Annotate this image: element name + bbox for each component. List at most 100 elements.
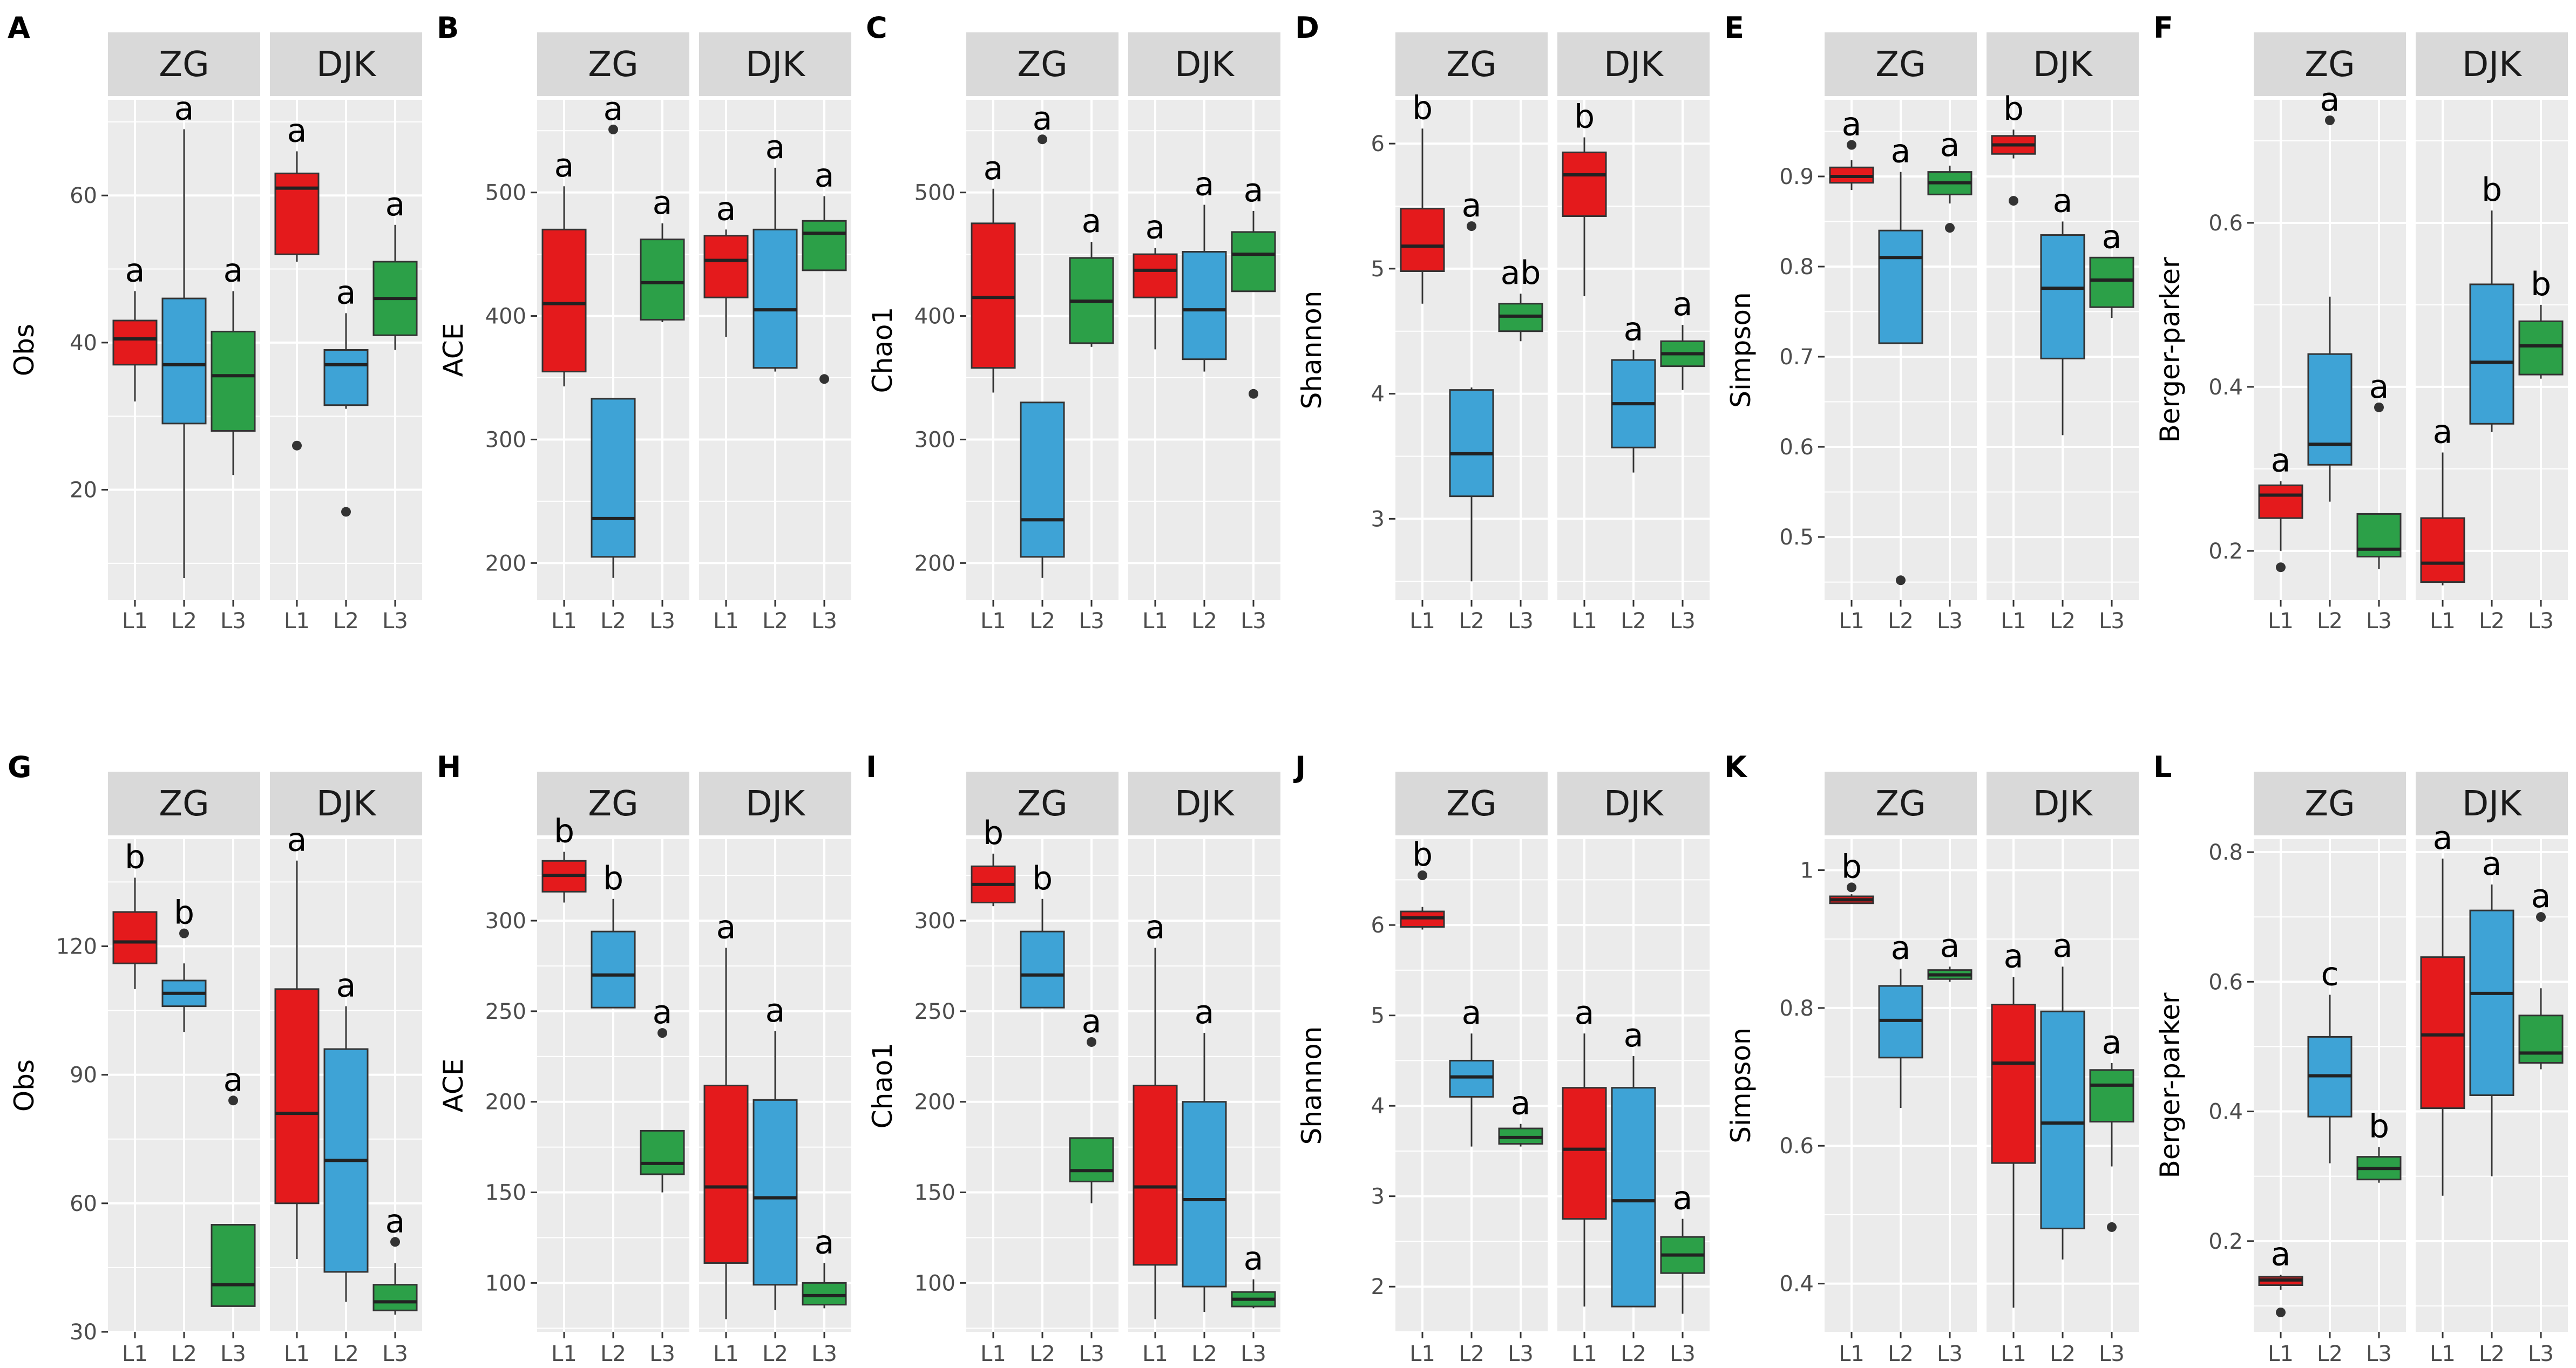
significance-letter: a	[1891, 133, 1911, 171]
box-iqr	[753, 1099, 798, 1286]
box-iqr	[274, 172, 320, 255]
facet-strip	[270, 32, 422, 96]
x-tick-label: L1	[980, 1342, 1006, 1366]
y-tick-label: 40	[70, 331, 97, 356]
x-tick-label: L2	[600, 1342, 626, 1366]
box-iqr	[541, 228, 587, 373]
y-tick-label: 150	[485, 1181, 526, 1206]
significance-letter: a	[2053, 927, 2073, 965]
box-l3: a L3	[802, 157, 847, 634]
panel-J: J Shannon 2 3 4 5 6 ZG b L1 a L2 a L3 DJK a L1 a L2 a L3	[1293, 750, 1710, 1366]
y-tick-label: 0.8	[1779, 255, 1814, 280]
facet-strip	[1395, 32, 1548, 96]
facet-strip	[270, 772, 422, 835]
y-tick-label: 0.8	[2208, 840, 2243, 865]
box-iqr	[640, 239, 685, 321]
facet-strip	[537, 772, 689, 835]
significance-letter: a	[2053, 182, 2073, 220]
x-tick-label: L3	[2366, 609, 2392, 634]
outlier-point	[341, 507, 351, 517]
panel-B: B ACE 200 300 400 500 ZG a L1 a L2 a L3 DJK a L1 a L2 a L3	[437, 11, 851, 634]
significance-letter: a	[2433, 413, 2453, 451]
box-iqr	[2089, 256, 2134, 308]
box-l3: b L3	[2518, 266, 2564, 634]
box-iqr	[971, 222, 1016, 369]
outlier-point	[819, 374, 829, 384]
y-tick-label: 400	[914, 304, 955, 329]
x-tick-label: L2	[1888, 609, 1914, 634]
x-tick-label: L3	[382, 609, 408, 634]
facet-strip	[1987, 772, 2139, 835]
box-l2: a L2	[1611, 1017, 1656, 1366]
box-iqr	[323, 349, 369, 406]
box-l3: a L3	[1069, 1003, 1114, 1366]
box-l2: b L2	[591, 860, 636, 1366]
x-tick-label: L3	[1079, 1342, 1104, 1366]
y-tick-label: 60	[70, 183, 97, 208]
facet-strip	[2416, 32, 2568, 96]
significance-letter: a	[1145, 209, 1165, 247]
box-l3: a L3	[2518, 877, 2564, 1366]
outlier-point	[1418, 870, 1427, 881]
significance-letter: a	[1673, 1180, 1693, 1217]
facet-strip-label: DJK	[2033, 45, 2093, 85]
box-l2: a L2	[753, 128, 798, 634]
y-tick-label: 60	[70, 1192, 97, 1216]
significance-letter: a	[2004, 937, 2024, 975]
outlier-point	[1467, 221, 1476, 232]
significance-letter: a	[1462, 994, 1482, 1032]
box-iqr	[1562, 151, 1607, 217]
x-tick-label: L1	[1839, 609, 1865, 634]
box-l1: a L1	[2258, 1235, 2303, 1366]
significance-letter: b	[983, 814, 1004, 852]
outlier-point	[1847, 882, 1856, 893]
box-iqr	[2420, 517, 2465, 583]
significance-letter: a	[653, 993, 673, 1031]
facet-strip-label: ZG	[1875, 45, 1926, 85]
y-axis-title: Shannon	[1296, 291, 1327, 410]
x-tick-label: L1	[713, 609, 739, 634]
facet-strip	[966, 772, 1118, 835]
facet-zg: ZG b L1 a L2 ab L3	[1395, 32, 1548, 634]
facet-strip	[1128, 32, 1280, 96]
significance-letter: a	[1511, 1085, 1531, 1122]
significance-letter: a	[1082, 202, 1102, 240]
box-l3: b L3	[2356, 1108, 2402, 1366]
x-tick-label: L1	[284, 1342, 310, 1366]
y-tick-label: 120	[56, 934, 97, 959]
significance-letter: b	[2482, 171, 2502, 209]
outlier-point	[2009, 196, 2018, 206]
box-iqr	[1231, 231, 1276, 292]
facet-strip	[537, 32, 689, 96]
panel-label: B	[437, 11, 459, 45]
y-tick-label: 5	[1371, 1004, 1385, 1029]
y-tick-label: 0.7	[1779, 345, 1814, 370]
y-tick-label: 0.4	[2208, 375, 2243, 400]
box-iqr	[703, 1085, 749, 1264]
x-tick-label: L3	[2099, 1342, 2125, 1366]
significance-letter: a	[554, 147, 574, 185]
facet-zg: ZG b L1 b L2 a L3	[966, 772, 1118, 1366]
significance-letter: a	[1842, 106, 1862, 144]
outlier-point	[2276, 562, 2286, 573]
x-tick-label: L2	[762, 1342, 788, 1366]
box-l3: a L3	[1927, 927, 1972, 1366]
x-tick-label: L2	[2479, 609, 2505, 634]
box-iqr	[1133, 253, 1178, 298]
box-iqr	[372, 1284, 418, 1311]
significance-letter: a	[604, 90, 623, 128]
y-tick-label: 30	[70, 1320, 97, 1345]
panel-label: A	[8, 11, 30, 45]
significance-letter: a	[765, 128, 785, 166]
significance-letter: a	[1462, 187, 1482, 224]
facet-strip-label: ZG	[1017, 45, 1067, 85]
x-tick-label: L2	[2050, 609, 2076, 634]
significance-letter: a	[1673, 285, 1693, 323]
y-tick-label: 0.6	[1779, 1134, 1814, 1159]
significance-letter: a	[1244, 1240, 1264, 1278]
box-iqr	[2469, 909, 2514, 1097]
